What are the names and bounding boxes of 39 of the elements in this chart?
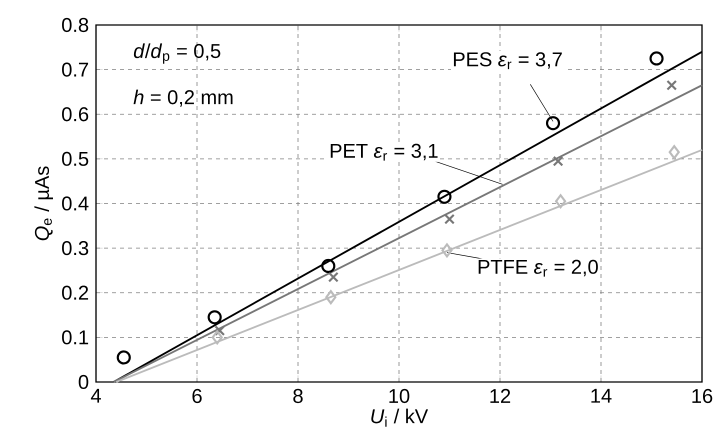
point <box>552 156 564 166</box>
x-tick-label: 6 <box>192 388 202 404</box>
point <box>437 190 452 204</box>
point <box>212 330 223 344</box>
y-tick-label: 0.5 <box>62 152 88 166</box>
annotation: PES ε$_{r}$ = 3,7 <box>454 52 562 70</box>
point <box>546 116 560 130</box>
y-tick-label: 0.3 <box>62 241 88 256</box>
x-tick-label: 12 <box>490 388 510 403</box>
x-tick-label: 4 <box>90 388 101 403</box>
x-tick-label: 8 <box>293 388 303 404</box>
point <box>668 145 680 160</box>
y-tick-label: 0.1 <box>62 330 88 344</box>
annotation: PET ε$_{r}$ = 3,1 <box>330 144 438 161</box>
point <box>116 350 131 365</box>
annotation: h = 0,2 mm <box>134 90 232 107</box>
annotation: PTFE ε$_{r}$ = 2,0 <box>478 260 598 277</box>
point <box>321 258 336 274</box>
y-tick-label: 0.4 <box>62 196 88 211</box>
point <box>208 310 222 324</box>
point <box>328 272 339 282</box>
point <box>444 214 455 224</box>
y-axis-title: Q$_{e}$ / µAs <box>34 166 53 240</box>
y-tick-label: 0.6 <box>62 107 88 122</box>
point <box>666 80 678 91</box>
annotation: d/d$_{p}$ = 0,5 <box>134 43 220 64</box>
x-axis-title: U$_{i}$ / kV <box>371 408 428 427</box>
x-tick-label: 14 <box>591 388 612 403</box>
x-tick-label: 10 <box>389 388 410 404</box>
y-tick-label: 0.7 <box>62 62 88 77</box>
point <box>214 325 226 336</box>
y-tick-label: 0 <box>78 374 88 390</box>
point <box>649 51 664 66</box>
y-tick-label: 0.8 <box>62 18 88 32</box>
point <box>325 290 336 304</box>
point <box>555 194 566 208</box>
x-tick-label: 16 <box>692 388 712 404</box>
point <box>441 243 453 258</box>
y-tick-label: 0.2 <box>62 286 88 300</box>
